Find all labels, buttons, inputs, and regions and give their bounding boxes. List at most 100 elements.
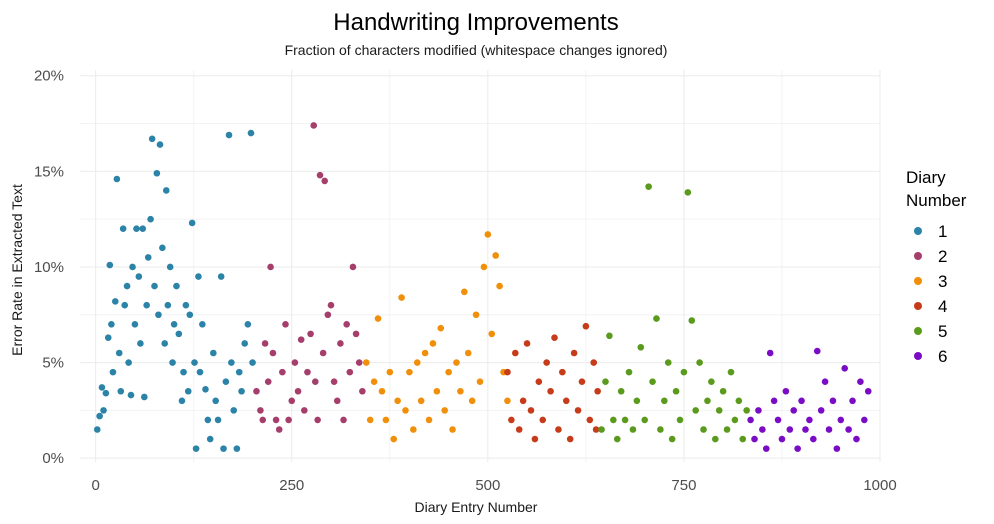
- data-point-diary-4: [586, 416, 594, 424]
- data-point-diary-1: [191, 359, 198, 366]
- data-point-diary-1: [186, 311, 194, 319]
- legend-key-4: [914, 302, 922, 310]
- data-point-diary-6: [778, 435, 786, 443]
- data-point-diary-1: [159, 244, 166, 252]
- data-point-diary-6: [770, 397, 778, 405]
- data-point-diary-4: [523, 340, 531, 347]
- data-point-diary-5: [688, 317, 696, 324]
- data-point-diary-1: [202, 386, 209, 393]
- data-point-diary-3: [496, 282, 503, 290]
- data-point-diary-1: [180, 368, 187, 376]
- data-point-diary-6: [782, 387, 790, 395]
- data-point-diary-4: [590, 359, 598, 366]
- data-point-diary-1: [204, 416, 212, 424]
- data-point-diary-2: [346, 368, 354, 376]
- data-point-diary-2: [352, 330, 360, 338]
- data-point-diary-5: [731, 416, 739, 424]
- data-point-diary-2: [261, 340, 269, 347]
- data-point-diary-2: [321, 177, 329, 185]
- x-tick-label: 750: [671, 477, 696, 494]
- data-point-diary-6: [853, 435, 860, 443]
- data-point-diary-1: [222, 378, 230, 385]
- data-point-diary-2: [297, 336, 305, 343]
- data-point-diary-2: [259, 416, 267, 424]
- data-point-diary-5: [700, 426, 707, 433]
- data-point-diary-1: [144, 254, 152, 261]
- data-point-diary-2: [333, 397, 341, 405]
- y-tick-label: 20%: [34, 68, 64, 85]
- data-point-diary-3: [437, 324, 445, 332]
- data-point-diary-4: [582, 322, 590, 330]
- data-point-diary-5: [649, 378, 656, 385]
- data-point-diary-2: [257, 407, 264, 414]
- data-point-diary-2: [314, 416, 321, 424]
- data-point-diary-6: [849, 397, 856, 405]
- data-point-diary-2: [304, 368, 311, 376]
- data-point-diary-1: [104, 334, 112, 342]
- data-point-diary-5: [711, 435, 719, 443]
- data-point-diary-5: [602, 378, 609, 385]
- data-point-diary-5: [661, 397, 668, 405]
- data-point-diary-5: [704, 397, 711, 405]
- data-point-diary-5: [727, 368, 735, 376]
- data-point-diary-5: [684, 189, 692, 196]
- legend-title-line2: Number: [906, 191, 967, 210]
- data-point-diary-5: [723, 426, 731, 433]
- data-point-diary-1: [220, 445, 227, 452]
- data-point-diary-1: [129, 263, 136, 271]
- data-point-diary-1: [196, 368, 204, 376]
- data-point-diary-3: [472, 311, 480, 319]
- data-point-diary-5: [617, 387, 625, 395]
- data-point-diary-1: [247, 129, 255, 137]
- data-point-diary-5: [621, 416, 629, 424]
- data-point-diary-1: [93, 426, 101, 433]
- legend-label-1: 1: [938, 222, 947, 241]
- data-point-diary-3: [484, 231, 492, 238]
- data-point-diary-1: [125, 359, 132, 366]
- data-point-diary-5: [715, 407, 723, 414]
- data-point-diary-1: [147, 215, 154, 223]
- legend: Diary Number 1 2 3 4 5 6: [906, 168, 967, 366]
- data-point-diary-6: [857, 378, 864, 385]
- data-point-diary-1: [212, 397, 219, 405]
- data-point-diary-3: [457, 387, 464, 395]
- data-point-diary-2: [267, 263, 274, 271]
- data-point-diary-6: [829, 397, 837, 405]
- data-point-diary-1: [141, 393, 148, 401]
- data-point-diary-1: [100, 407, 107, 414]
- data-point-diary-1: [108, 321, 115, 328]
- data-point-diary-4: [511, 349, 519, 357]
- data-point-diary-2: [316, 171, 324, 179]
- data-point-diary-1: [164, 301, 172, 309]
- data-point-diary-4: [527, 407, 535, 414]
- data-point-diary-3: [394, 397, 401, 405]
- data-point-diary-1: [225, 131, 233, 139]
- data-point-diary-3: [378, 387, 386, 395]
- data-point-diary-3: [492, 252, 499, 259]
- data-point-diary-3: [433, 387, 441, 395]
- data-point-diary-5: [680, 368, 688, 376]
- data-point-diary-5: [629, 426, 637, 433]
- data-point-diary-3: [410, 426, 417, 433]
- data-point-diary-6: [845, 426, 852, 433]
- data-point-diary-4: [543, 359, 550, 366]
- data-point-diary-1: [182, 301, 190, 309]
- data-point-diary-6: [790, 407, 798, 414]
- data-point-diary-1: [127, 391, 135, 399]
- data-point-diary-3: [476, 378, 484, 385]
- data-point-diary-2: [310, 122, 318, 129]
- data-point-diary-1: [238, 387, 245, 395]
- data-point-diary-1: [235, 368, 243, 376]
- data-point-diary-4: [504, 368, 511, 376]
- legend-label-4: 4: [938, 297, 947, 316]
- x-tick-label: 1000: [863, 477, 896, 494]
- data-point-diary-2: [253, 387, 260, 395]
- data-point-diary-3: [366, 416, 374, 424]
- legend-label-6: 6: [938, 347, 947, 366]
- data-point-diary-5: [735, 397, 743, 405]
- data-point-diary-3: [382, 416, 390, 424]
- data-point-diary-1: [192, 445, 200, 452]
- data-point-diary-3: [425, 416, 433, 424]
- data-point-diary-6: [837, 416, 845, 424]
- data-point-diary-1: [214, 416, 222, 424]
